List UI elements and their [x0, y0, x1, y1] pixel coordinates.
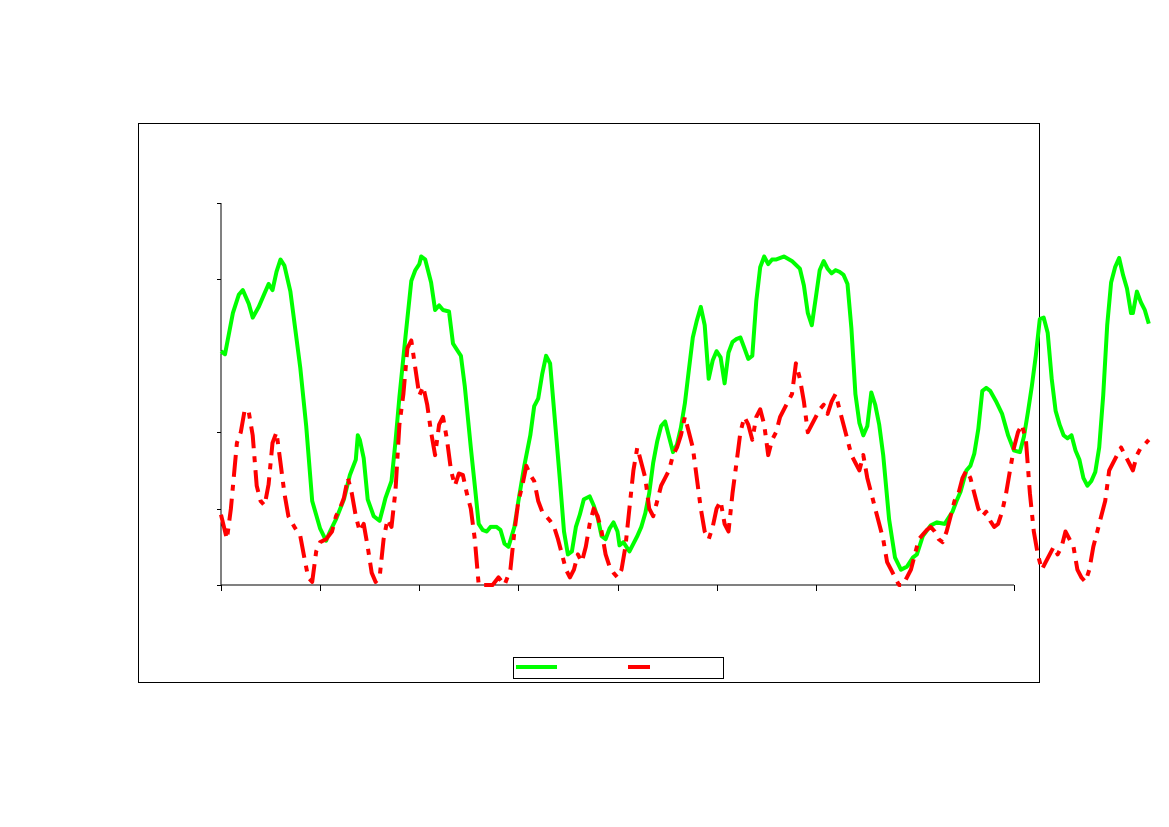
series-line-1	[219, 254, 1151, 572]
series-line-2	[219, 338, 1151, 587]
legend-box	[513, 657, 724, 679]
plot-lines	[219, 254, 1151, 587]
chart-area-border	[138, 123, 1040, 683]
legend	[513, 657, 724, 679]
